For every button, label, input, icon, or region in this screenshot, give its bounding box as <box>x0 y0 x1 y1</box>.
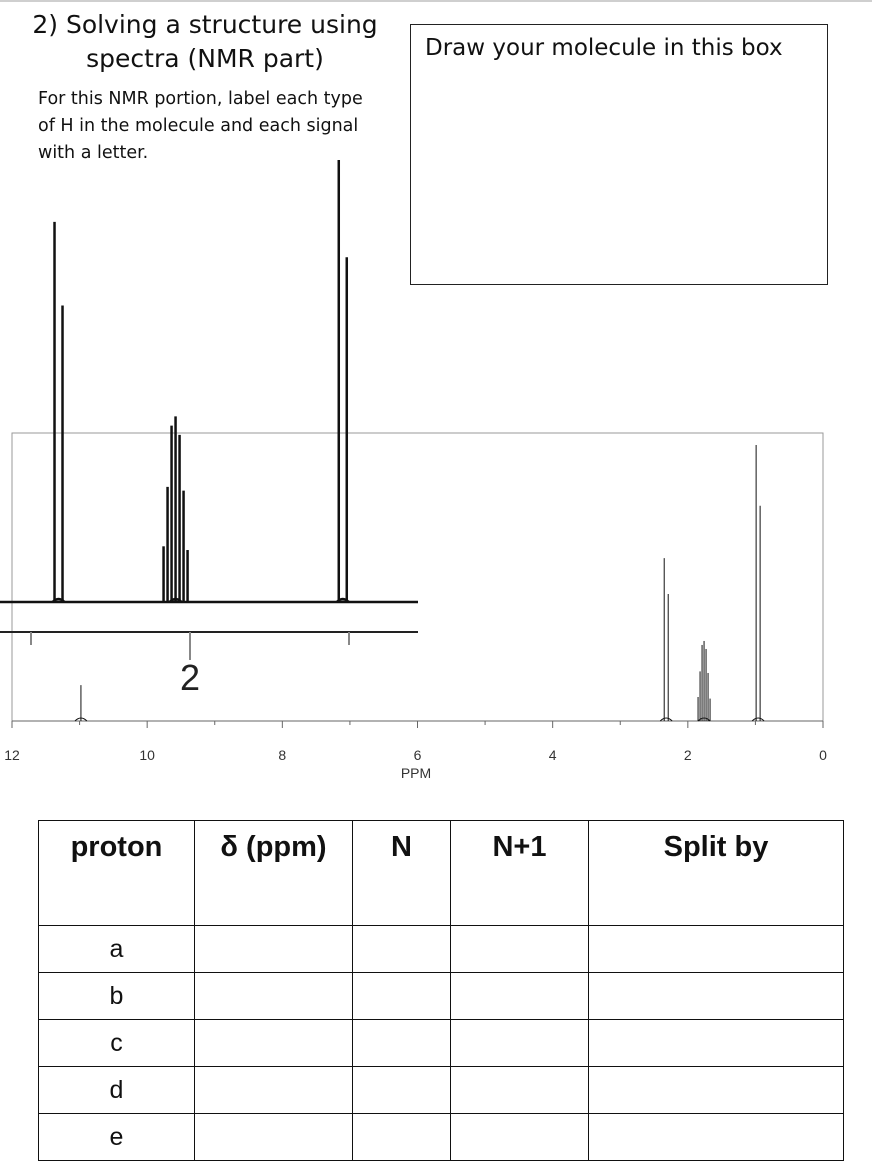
split-by-cell[interactable] <box>588 1113 844 1161</box>
x-tick-label: 10 <box>139 747 155 763</box>
x-tick-label: 8 <box>278 747 286 763</box>
x-tick-label: 12 <box>4 747 20 763</box>
split-by-cell[interactable] <box>588 1019 844 1067</box>
n-cell[interactable] <box>352 1113 451 1161</box>
n-plus-1-cell[interactable] <box>450 925 589 973</box>
n-cell[interactable] <box>352 1019 451 1067</box>
header-n: N <box>352 820 451 926</box>
inset-tick-label: 2 <box>180 657 200 698</box>
shift-cell[interactable] <box>194 925 353 973</box>
drawing-box-label: Draw your molecule in this box <box>425 35 783 61</box>
x-tick-label: 4 <box>549 747 557 763</box>
proton-cell: e <box>38 1113 195 1161</box>
x-axis-label: PPM <box>401 765 431 781</box>
proton-cell: c <box>38 1019 195 1067</box>
shift-cell[interactable] <box>194 1019 353 1067</box>
n-cell[interactable] <box>352 1066 451 1114</box>
n-plus-1-cell[interactable] <box>450 1066 589 1114</box>
split-by-cell[interactable] <box>588 925 844 973</box>
nmr-peak-base <box>659 717 673 722</box>
split-by-cell[interactable] <box>588 972 844 1020</box>
n-cell[interactable] <box>352 925 451 973</box>
instructions-text: For this NMR portion, label each type of… <box>38 89 363 163</box>
header-shift: δ (ppm) <box>194 820 353 926</box>
shift-cell[interactable] <box>194 972 353 1020</box>
proton-cell: d <box>38 1066 195 1114</box>
x-tick-label: 2 <box>684 747 692 763</box>
proton-cell: a <box>38 925 195 973</box>
n-plus-1-cell[interactable] <box>450 1019 589 1067</box>
table-row: e <box>38 1113 844 1161</box>
nmr-spectrum: 12 10 8 6 4 2 0 PPM 2 <box>0 160 827 781</box>
header-n-plus-1: N+1 <box>450 820 589 926</box>
nmr-peak-base <box>697 717 711 722</box>
n-cell[interactable] <box>352 972 451 1020</box>
table-header-row: proton δ (ppm) N N+1 Split by <box>38 820 844 926</box>
signal-table: proton δ (ppm) N N+1 Split by a b c <box>38 820 844 1161</box>
header-proton: proton <box>38 820 195 926</box>
split-by-cell[interactable] <box>588 1066 844 1114</box>
page-top-rule <box>0 0 872 2</box>
shift-cell[interactable] <box>194 1113 353 1161</box>
table-row: a <box>38 925 844 973</box>
page-title: 2) Solving a structure using spectra (NM… <box>32 10 378 73</box>
proton-cell: b <box>38 972 195 1020</box>
spectrum-frame <box>11 432 824 722</box>
table-row: d <box>38 1066 844 1114</box>
shift-cell[interactable] <box>194 1066 353 1114</box>
molecule-drawing-box[interactable]: Draw your molecule in this box <box>410 24 828 285</box>
x-tick-label: 6 <box>414 747 422 763</box>
table-row: c <box>38 1019 844 1067</box>
x-tick-label: 0 <box>819 747 827 763</box>
inset-peak-base <box>335 597 350 603</box>
table-row: b <box>38 972 844 1020</box>
inset-peak-base <box>51 597 66 603</box>
n-plus-1-cell[interactable] <box>450 1113 589 1161</box>
n-plus-1-cell[interactable] <box>450 972 589 1020</box>
nmr-peak-base <box>751 717 765 722</box>
header-split-by: Split by <box>588 820 844 926</box>
nmr-peak-base <box>74 717 88 722</box>
inset-peak-base <box>168 597 183 603</box>
